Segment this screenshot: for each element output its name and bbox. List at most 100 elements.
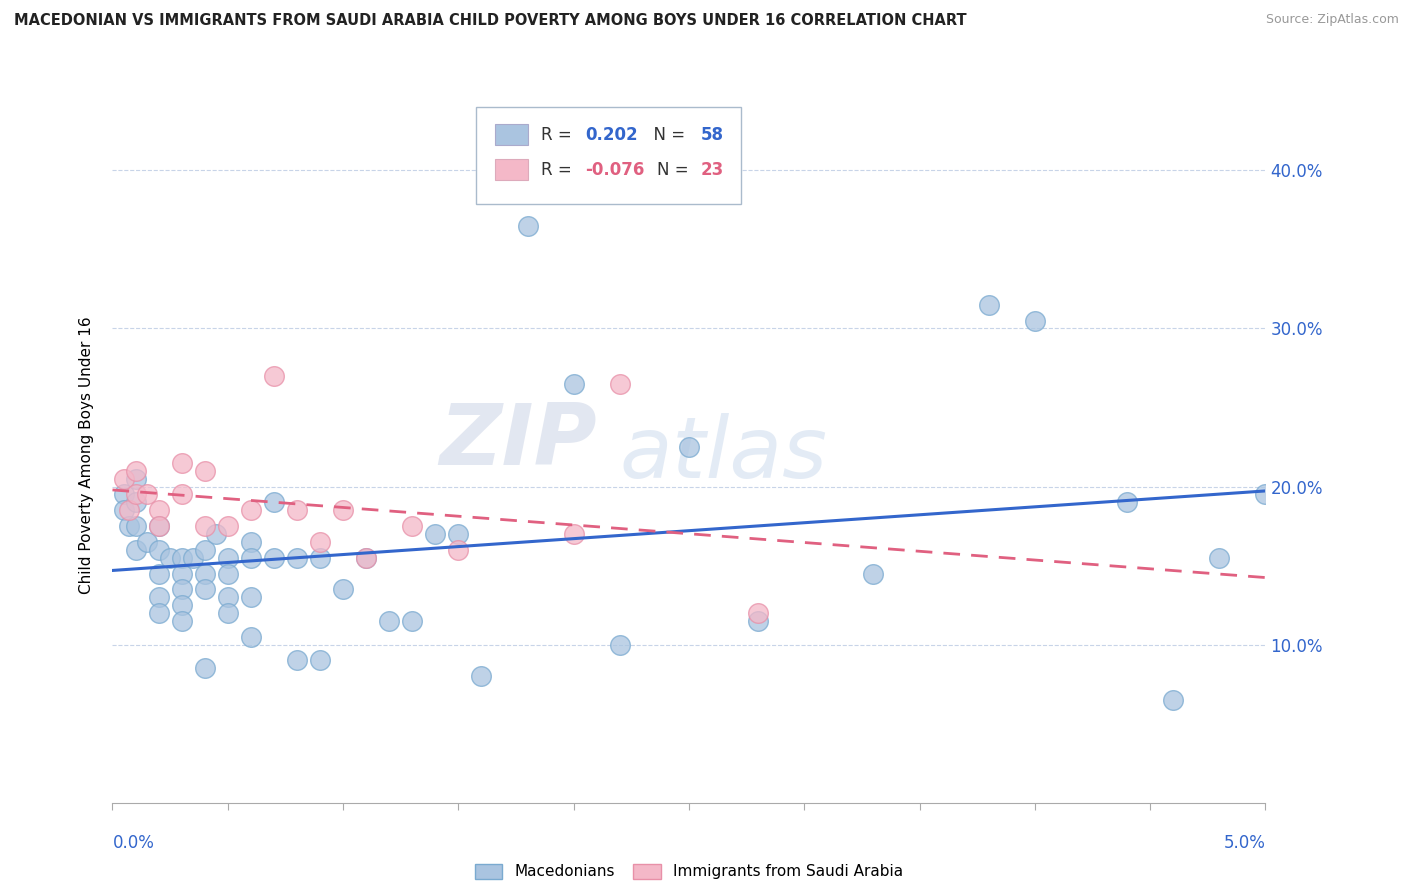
Point (470, 669, 492, 683)
Point (447, 542, 470, 557)
Point (1254, 487, 1277, 501)
Point (562, 527, 585, 541)
Text: ZIP: ZIP (439, 400, 596, 483)
Point (170, 614, 193, 628)
Point (217, 606, 239, 620)
Point (159, 550, 181, 565)
Text: N =: N = (657, 161, 693, 178)
Point (124, 495, 146, 509)
Text: 58: 58 (700, 126, 724, 144)
Point (117, 519, 139, 533)
Point (148, 519, 170, 533)
Point (136, 487, 159, 501)
Point (239, 591, 262, 605)
Point (1024, 313, 1046, 327)
Point (117, 503, 139, 517)
Point (309, 653, 332, 667)
Point (170, 566, 193, 581)
Point (239, 630, 262, 644)
Point (285, 503, 308, 517)
Point (217, 591, 239, 605)
Y-axis label: Child Poverty Among Boys Under 16: Child Poverty Among Boys Under 16 (79, 316, 94, 594)
Point (378, 614, 401, 628)
Text: 23: 23 (700, 161, 724, 178)
Point (170, 456, 193, 470)
FancyBboxPatch shape (495, 124, 527, 145)
Point (170, 598, 193, 612)
Point (609, 376, 631, 391)
Point (194, 519, 217, 533)
Point (239, 550, 262, 565)
Point (562, 376, 585, 391)
Point (516, 219, 538, 233)
Point (1116, 495, 1139, 509)
Point (217, 566, 239, 581)
Point (239, 503, 262, 517)
Point (263, 495, 285, 509)
Point (747, 606, 769, 620)
Legend: Macedonians, Immigrants from Saudi Arabia: Macedonians, Immigrants from Saudi Arabi… (468, 857, 910, 886)
Point (309, 534, 332, 549)
Text: -0.076: -0.076 (585, 161, 644, 178)
Point (217, 519, 239, 533)
Point (862, 566, 884, 581)
Point (401, 614, 423, 628)
Point (136, 534, 159, 549)
Point (112, 487, 135, 501)
Point (309, 550, 332, 565)
Point (148, 566, 170, 581)
Point (401, 519, 423, 533)
Point (747, 614, 769, 628)
Text: N =: N = (643, 126, 690, 144)
Point (148, 606, 170, 620)
Point (148, 591, 170, 605)
Point (124, 472, 146, 486)
Point (194, 566, 217, 581)
Point (194, 582, 217, 597)
FancyBboxPatch shape (495, 159, 527, 180)
Text: R =: R = (541, 126, 578, 144)
Point (112, 503, 135, 517)
Text: atlas: atlas (620, 413, 828, 497)
Point (1161, 693, 1184, 707)
Point (124, 464, 146, 478)
Point (285, 653, 308, 667)
Point (332, 503, 354, 517)
Point (205, 527, 228, 541)
Text: 0.202: 0.202 (585, 126, 638, 144)
Point (148, 503, 170, 517)
Point (332, 582, 354, 597)
Point (194, 464, 217, 478)
Point (678, 440, 700, 454)
FancyBboxPatch shape (475, 107, 741, 204)
Text: MACEDONIAN VS IMMIGRANTS FROM SAUDI ARABIA CHILD POVERTY AMONG BOYS UNDER 16 COR: MACEDONIAN VS IMMIGRANTS FROM SAUDI ARAB… (14, 13, 967, 29)
Point (124, 519, 146, 533)
Text: 5.0%: 5.0% (1223, 834, 1265, 852)
Point (148, 542, 170, 557)
Point (609, 638, 631, 652)
Point (170, 582, 193, 597)
Point (181, 550, 204, 565)
Point (285, 550, 308, 565)
Point (170, 550, 193, 565)
Point (263, 550, 285, 565)
Point (124, 487, 146, 501)
Point (170, 487, 193, 501)
Text: 0.0%: 0.0% (112, 834, 155, 852)
Point (124, 542, 146, 557)
Point (977, 298, 1000, 312)
Point (148, 519, 170, 533)
Point (354, 550, 377, 565)
Point (112, 472, 135, 486)
Point (194, 542, 217, 557)
Text: Source: ZipAtlas.com: Source: ZipAtlas.com (1265, 13, 1399, 27)
Point (1208, 550, 1230, 565)
Text: R =: R = (541, 161, 578, 178)
Point (239, 534, 262, 549)
Point (425, 527, 447, 541)
Point (194, 661, 217, 675)
Point (447, 527, 470, 541)
Point (263, 368, 285, 383)
Point (354, 550, 377, 565)
Point (217, 550, 239, 565)
